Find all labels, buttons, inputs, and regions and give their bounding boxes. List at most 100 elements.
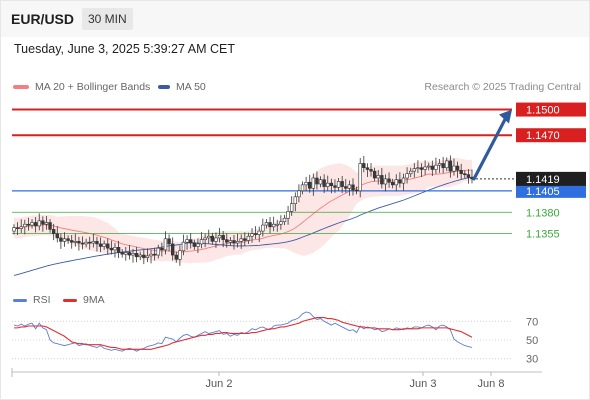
level-label-support: 1.1380 [526,207,560,219]
candle-body [228,240,233,243]
rsi-series-rsi [13,311,473,352]
candle-body [174,254,178,260]
last-price-tag [516,171,586,186]
candle-body [170,243,175,256]
candle-body [261,224,265,232]
candle-body [142,254,146,258]
candle-body [279,221,283,225]
candle-body [51,229,56,234]
candle-body [434,164,438,170]
candle-body [120,252,124,255]
candle-body [387,178,391,183]
candle-body [167,238,171,245]
timeframe-badge[interactable]: 30 MIN [82,8,133,30]
candle-body [365,167,370,170]
candle-body [416,167,420,170]
candle-body [210,235,215,242]
candle-body [239,238,243,242]
last-price-label: 1.1419 [526,174,560,186]
ma20-swatch-icon [13,85,29,90]
candle-body [91,241,96,244]
level-tag-resistance [516,128,586,143]
candle-body [253,233,258,235]
candle-body [33,222,38,227]
candle-body [131,253,135,256]
candle-body [282,217,287,222]
candle-body [80,242,85,245]
candle-body [419,167,424,170]
candle-body [185,239,189,243]
candle-body [362,163,366,169]
candle-body [376,175,380,179]
candle-body [232,240,236,244]
legend-rsi-ma-label: 9MA [83,294,105,306]
level-tag-pivot [516,183,586,198]
candle-body [271,223,276,228]
candle-body [160,247,164,251]
candle-body [398,179,402,184]
candle-body [98,243,103,247]
candle-body [214,237,218,242]
rsi-tick-label: 50 [526,335,538,347]
candle-body [257,230,261,235]
level-label-support: 1.1355 [526,229,560,241]
candle-body [405,173,409,179]
projection-arrow-icon [499,109,512,124]
candle-body [192,242,197,247]
candle-body [156,247,160,256]
candle-body [124,252,128,255]
candle-body [412,168,416,172]
candle-body [41,220,45,225]
ma50-line [13,176,473,276]
candle-body [23,223,27,228]
candle-body [293,196,297,204]
candle-body [445,160,449,169]
candle-body [203,237,207,240]
candle-body [304,181,308,186]
candle-body [286,211,290,219]
candle-body [354,189,359,192]
candle-body [221,235,225,240]
candle-body [15,227,20,229]
candle-body [275,223,279,226]
candle-body [358,163,362,192]
level-label-resistance: 1.1470 [526,130,560,142]
candle-body [394,179,398,186]
legend-rsi-ma: 9MA [63,294,105,306]
candle-body [88,241,92,244]
rsi-swatch-icon [13,298,27,302]
x-axis-label: Jun 8 [478,378,505,390]
rsi-ma-swatch-icon [63,298,77,302]
candle-body [459,170,463,175]
candle-body [152,253,157,256]
candle-body [95,241,99,245]
bollinger-band-area [14,157,472,264]
legend-ma50: MA 50 [158,81,206,93]
candle-body [430,165,435,170]
candle-body [235,241,240,244]
candle-body [311,177,316,189]
candle-body [44,222,49,225]
rsi-tick-label: 70 [526,316,538,328]
candle-body [127,252,132,256]
candle-body [329,182,334,187]
candle-body [217,235,222,239]
candle-body [70,240,74,243]
candle-body [347,184,352,189]
candle-body [315,177,319,185]
candle-body [336,181,341,188]
candle-body [138,254,142,258]
candle-body [326,182,330,187]
candle-body [463,173,467,176]
candle-body [199,239,204,245]
candle-body [455,165,460,171]
level-tag-resistance [516,102,586,117]
projection-arrow-shaft [472,115,508,181]
level-label-resistance: 1.1500 [526,105,560,117]
candle-body [145,255,150,258]
ma50-swatch-icon [158,85,170,90]
candle-body [408,170,413,175]
candle-body [333,185,337,188]
